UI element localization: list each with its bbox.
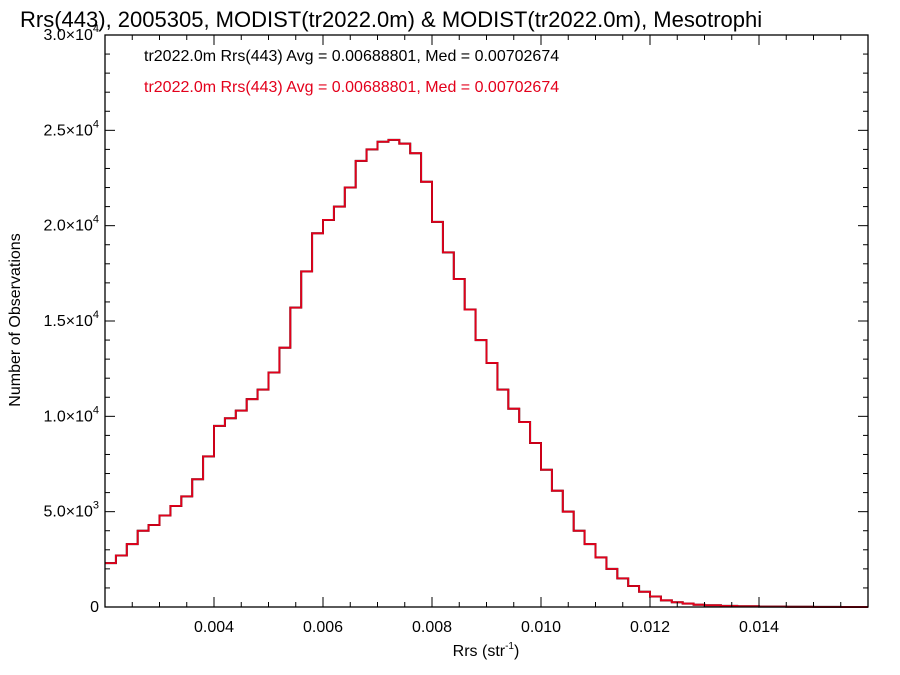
legend-entry-black: tr2022.0m Rrs(443) Avg = 0.00688801, Med… bbox=[144, 48, 559, 65]
x-axis-label-text: Rrs (str bbox=[453, 643, 506, 660]
y-tick-label: 0 bbox=[90, 599, 99, 616]
ticks-layer: 0.004 0.006 0.008 0.010 0.012 0.014 0 5.0×103 1.… bbox=[43, 23, 868, 636]
x-tick-label: 0.014 bbox=[739, 619, 779, 636]
x-axis-label: Rrs (str-1) bbox=[453, 641, 520, 660]
y-tick-label: 3.0×104 bbox=[43, 23, 99, 44]
legend-entry-red: tr2022.0m Rrs(443) Avg = 0.00688801, Med… bbox=[144, 79, 559, 96]
y-tick-label: 2.5×104 bbox=[43, 118, 99, 139]
x-tick-label: 0.006 bbox=[303, 619, 343, 636]
x-tick-label: 0.010 bbox=[521, 619, 561, 636]
chart-title: Rrs(443), 2005305, MODIST(tr2022.0m) & M… bbox=[20, 7, 762, 32]
x-tick-label: 0.012 bbox=[630, 619, 670, 636]
x-axis-label-suffix: ) bbox=[514, 643, 519, 660]
series-layer bbox=[105, 138, 868, 608]
y-axis-label: Number of Observations bbox=[7, 233, 24, 406]
x-tick-label: 0.004 bbox=[194, 619, 234, 636]
y-tick-label: 2.0×104 bbox=[43, 214, 99, 235]
y-tick-label: 1.0×104 bbox=[43, 404, 99, 425]
y-tick-label: 1.5×104 bbox=[43, 309, 99, 330]
x-axis-label-exponent: -1 bbox=[505, 641, 514, 652]
series-line-1 bbox=[105, 138, 868, 608]
x-tick-label: 0.008 bbox=[412, 619, 452, 636]
y-tick-label: 5.0×103 bbox=[43, 500, 99, 521]
series-line-2 bbox=[105, 138, 868, 608]
plot-frame bbox=[104, 34, 869, 608]
